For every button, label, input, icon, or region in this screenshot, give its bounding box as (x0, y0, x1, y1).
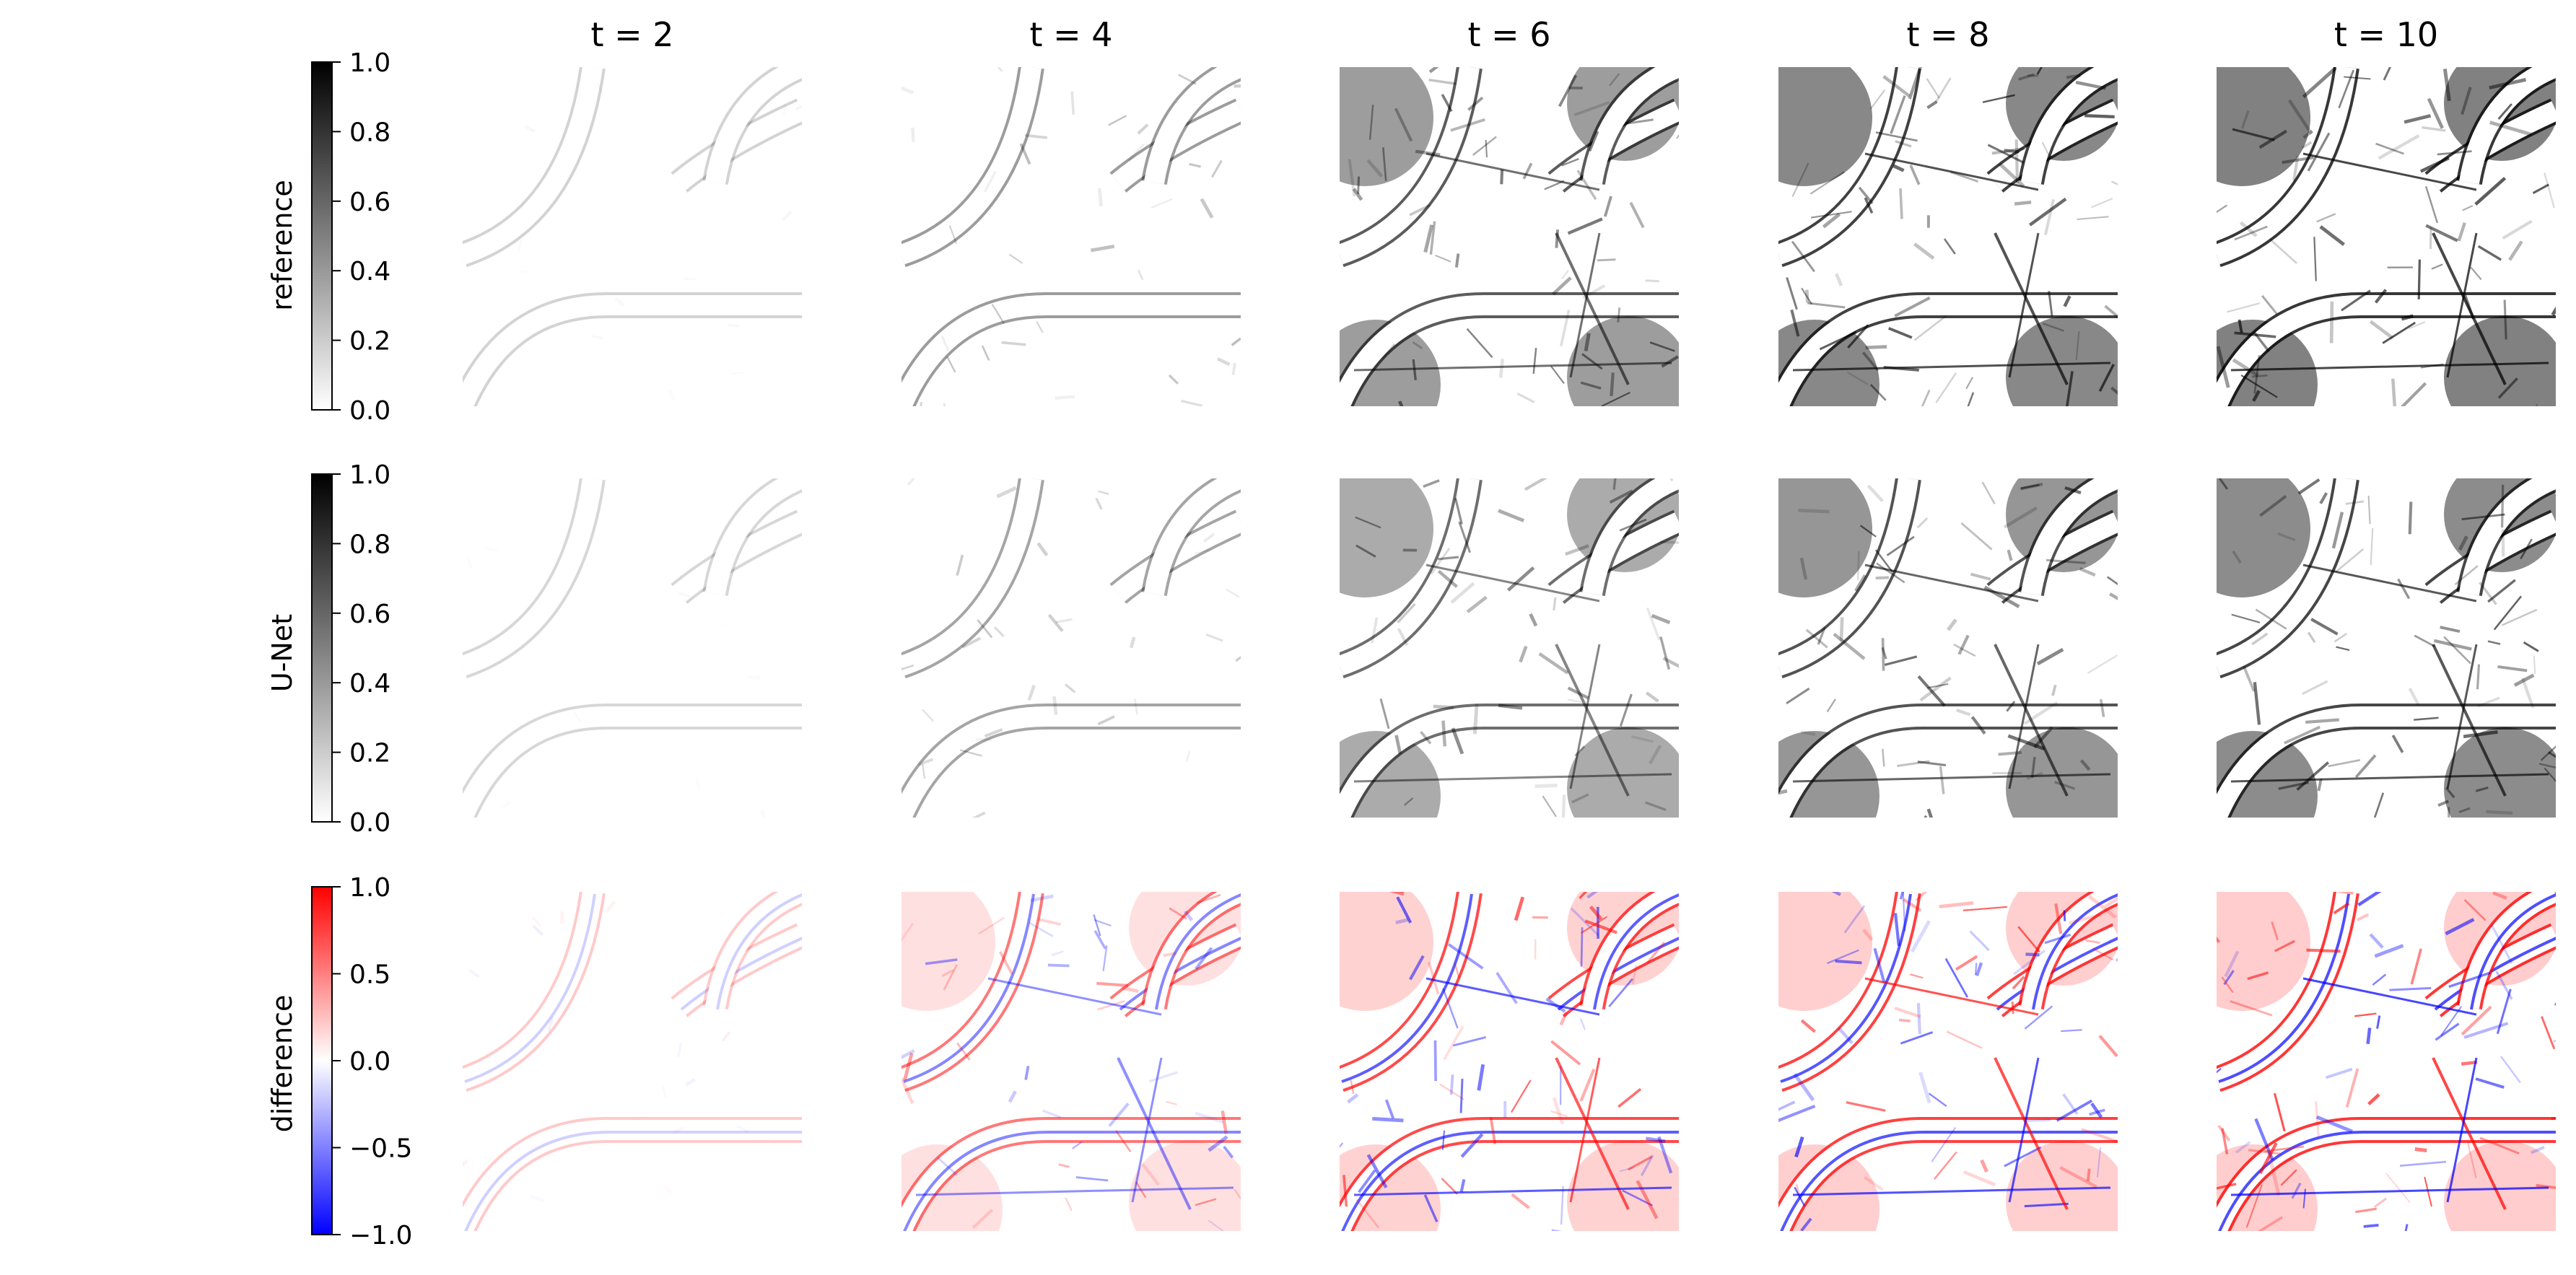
colorbar-difference-tick-2: 0.0 (349, 1047, 390, 1077)
panel-u-net-t2 (463, 478, 802, 818)
colorbar-reference-ticks (332, 61, 341, 411)
panel-difference-t6 (1340, 892, 1679, 1231)
colorbar-reference-tick-3: 0.6 (349, 188, 390, 217)
column-title-t4: t = 4 (1029, 15, 1112, 54)
row-label-difference: difference (266, 995, 298, 1133)
column-title-t8: t = 8 (1906, 15, 1989, 54)
panel-reference-t4 (901, 67, 1241, 406)
colorbar-unet-ticks (332, 473, 341, 823)
panel-difference-t2 (463, 892, 802, 1231)
colorbar-difference-tick-0: −1.0 (349, 1221, 412, 1250)
row-label-unet: U-Net (266, 614, 298, 692)
colorbar-unet-tick-3: 0.6 (349, 600, 390, 629)
colorbar-difference: −1.0 −0.5 0.0 0.5 1.0 (311, 873, 412, 1250)
panel-u-net-t6 (1340, 478, 1679, 818)
colorbar-unet-tick-0: 0.0 (349, 808, 390, 838)
colorbar-reference-tick-0: 0.0 (349, 396, 390, 426)
panel-reference-t2 (463, 67, 802, 406)
colorbar-difference-ticks (332, 886, 341, 1235)
colorbar-unet-gradient (311, 473, 333, 823)
heatmap-panels (463, 67, 2556, 1231)
colorbar-unet-tick-5: 1.0 (349, 460, 390, 490)
panel-u-net-t10 (2217, 478, 2556, 818)
colorbar-difference-tick-1: −0.5 (349, 1134, 412, 1164)
column-title-t10: t = 10 (2334, 15, 2438, 54)
panel-difference-t4 (901, 892, 1241, 1231)
colorbar-unet: 0.0 0.2 0.4 0.6 0.8 1.0 (311, 460, 390, 838)
colorbar-unet-tick-2: 0.4 (349, 669, 390, 698)
colorbar-difference-tick-3: 0.5 (349, 960, 390, 990)
colorbar-reference-tick-1: 0.2 (349, 327, 390, 356)
colorbar-unet-tick-1: 0.2 (349, 739, 390, 768)
panel-difference-t10 (2217, 892, 2556, 1231)
column-title-t6: t = 6 (1467, 15, 1550, 54)
colorbar-reference-tick-2: 0.4 (349, 257, 390, 286)
colorbar-reference-gradient (311, 61, 333, 411)
panel-u-net-t8 (1778, 478, 2118, 818)
colorbar-unet-tick-4: 0.8 (349, 530, 390, 559)
colorbar-reference: 0.0 0.2 0.4 0.6 0.8 1.0 (311, 48, 390, 426)
colorbar-reference-tick-5: 1.0 (349, 48, 390, 78)
row-label-reference: reference (266, 180, 298, 310)
colorbar-difference-gradient (311, 886, 333, 1235)
colorbar-difference-tick-4: 1.0 (349, 873, 390, 903)
panel-difference-t8 (1778, 892, 2118, 1231)
panel-reference-t8 (1778, 67, 2118, 406)
panel-reference-t6 (1340, 67, 1679, 406)
panel-u-net-t4 (901, 478, 1241, 818)
panel-reference-t10 (2217, 67, 2556, 406)
colorbar-reference-tick-4: 0.8 (349, 118, 390, 147)
column-title-t2: t = 2 (590, 15, 673, 54)
